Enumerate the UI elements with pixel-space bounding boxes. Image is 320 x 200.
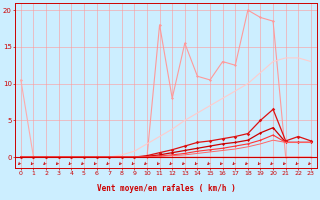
X-axis label: Vent moyen/en rafales ( km/h ): Vent moyen/en rafales ( km/h ) [97, 184, 235, 193]
